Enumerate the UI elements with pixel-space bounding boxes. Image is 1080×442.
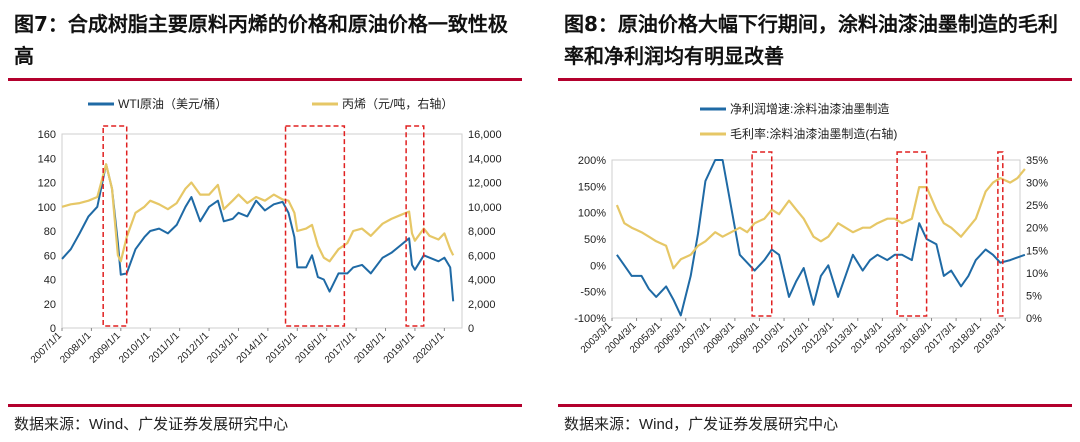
left-y-left-tick-label: 140 bbox=[38, 153, 56, 165]
left-figure-panel: 图7：合成树脂主要原料丙烯的价格和原油价格一致性极高 0 20 40 60 80 100 1… bbox=[0, 0, 530, 442]
left-plot-frame bbox=[61, 133, 463, 329]
right-legend-label: 净利润增速:涂料油漆油墨制造 bbox=[730, 101, 889, 116]
right-source-rule bbox=[558, 404, 1072, 407]
left-x-tick-label: 2007/1/1 bbox=[29, 330, 65, 366]
left-highlight-box bbox=[405, 125, 425, 327]
left-y-right-tick-label: 10,000 bbox=[468, 202, 502, 214]
left-x-tick-label: 2020/1/1 bbox=[411, 330, 447, 366]
right-y-left-tick-label: -50% bbox=[580, 287, 606, 299]
right-y-right-tick-label: 20% bbox=[1026, 223, 1048, 235]
right-highlight-box bbox=[751, 151, 773, 317]
right-y-right-tick-label: 15% bbox=[1026, 245, 1048, 257]
right-figure-title: 图8：原油价格大幅下行期间，涂料油漆油墨制造的毛利率和净利润均有明显改善 bbox=[564, 12, 1058, 68]
left-x-tick-label: 2013/1/1 bbox=[205, 330, 241, 366]
right-y-right-tick-label: 5% bbox=[1026, 290, 1042, 302]
left-source-rule bbox=[8, 404, 522, 407]
left-y-right-tick-label: 2,000 bbox=[468, 299, 496, 311]
right-title-rule bbox=[558, 78, 1072, 81]
left-y-left-tick-label: 20 bbox=[44, 299, 56, 311]
left-y-left-tick-label: 40 bbox=[44, 275, 56, 287]
left-x-tick-label: 2015/1/1 bbox=[264, 330, 300, 366]
left-legend-label: 丙烯（元/吨，右轴） bbox=[342, 96, 453, 111]
right-series-line-1 bbox=[616, 159, 1026, 317]
left-chart: 0 20 40 60 80 100 120 140 160 0 2,000 4,000 6,000 8,0… bbox=[29, 96, 502, 366]
left-y-left-tick-label: 60 bbox=[44, 250, 56, 262]
left-x-tick-label: 2008/1/1 bbox=[58, 330, 94, 366]
right-y-left-tick-label: 0% bbox=[590, 260, 606, 272]
left-x-tick-label: 2018/1/1 bbox=[352, 330, 388, 366]
left-y-right-tick-label: 0 bbox=[468, 323, 474, 335]
right-y-left-tick-label: 50% bbox=[584, 234, 606, 246]
left-series-line-1 bbox=[61, 163, 455, 302]
right-figure-panel: 图8：原油价格大幅下行期间，涂料油漆油墨制造的毛利率和净利润均有明显改善 -10… bbox=[550, 0, 1080, 442]
left-y-right-tick-label: 8,000 bbox=[468, 226, 496, 238]
right-y-right-tick-label: 25% bbox=[1026, 200, 1048, 212]
left-y-right-tick-label: 6,000 bbox=[468, 250, 496, 262]
left-source-note: 数据来源：Wind、广发证券发展研究中心 bbox=[14, 416, 289, 433]
right-y-left-tick-label: 100% bbox=[578, 208, 606, 220]
left-y-right-tick-label: 14,000 bbox=[468, 153, 502, 165]
left-y-left-tick-label: 160 bbox=[38, 129, 56, 141]
left-y-left-tick-label: 80 bbox=[44, 226, 56, 238]
left-x-tick-label: 2019/1/1 bbox=[382, 330, 418, 366]
right-source-note: 数据来源：Wind，广发证券发展研究中心 bbox=[564, 416, 839, 433]
left-y-left-tick-label: 120 bbox=[38, 178, 56, 190]
right-plot-frame bbox=[611, 159, 1021, 319]
right-chart: -100% -50% 0% 50% 100% 150% 200% 0% 5% 10% 15% 20% 2… bbox=[574, 101, 1048, 356]
right-y-right-tick-label: 0% bbox=[1026, 313, 1042, 325]
right-y-right-tick-label: 10% bbox=[1026, 268, 1048, 280]
right-y-left-tick-label: -100% bbox=[574, 313, 606, 325]
left-y-right-tick-label: 4,000 bbox=[468, 275, 496, 287]
left-legend-label: WTI原油（美元/桶） bbox=[118, 96, 227, 111]
left-x-tick-label: 2009/1/1 bbox=[88, 330, 124, 366]
left-title-rule bbox=[8, 78, 522, 81]
right-y-left-tick-label: 150% bbox=[578, 181, 606, 193]
left-figure-title: 图7：合成树脂主要原料丙烯的价格和原油价格一致性极高 bbox=[14, 12, 508, 68]
left-y-left-tick-label: 0 bbox=[50, 323, 56, 335]
left-highlight-box bbox=[102, 125, 128, 327]
left-y-right-tick-label: 12,000 bbox=[468, 178, 502, 190]
left-x-tick-label: 2017/1/1 bbox=[323, 330, 359, 366]
right-highlight-box bbox=[896, 151, 928, 317]
left-x-tick-label: 2012/1/1 bbox=[176, 330, 212, 366]
left-series-line-2 bbox=[61, 163, 455, 263]
left-x-tick-label: 2010/1/1 bbox=[117, 330, 153, 366]
left-x-tick-label: 2016/1/1 bbox=[294, 330, 330, 366]
right-y-right-tick-label: 35% bbox=[1026, 155, 1048, 167]
right-y-right-tick-label: 30% bbox=[1026, 178, 1048, 190]
left-y-right-tick-label: 16,000 bbox=[468, 129, 502, 141]
left-highlight-box bbox=[284, 125, 346, 327]
right-legend-label: 毛利率:涂料油漆油墨制造(右轴) bbox=[730, 126, 897, 141]
right-series-line-2 bbox=[615, 168, 1026, 270]
left-y-left-tick-label: 100 bbox=[38, 202, 56, 214]
right-y-left-tick-label: 200% bbox=[578, 155, 606, 167]
left-x-tick-label: 2014/1/1 bbox=[235, 330, 271, 366]
right-highlight-box bbox=[997, 151, 1004, 317]
